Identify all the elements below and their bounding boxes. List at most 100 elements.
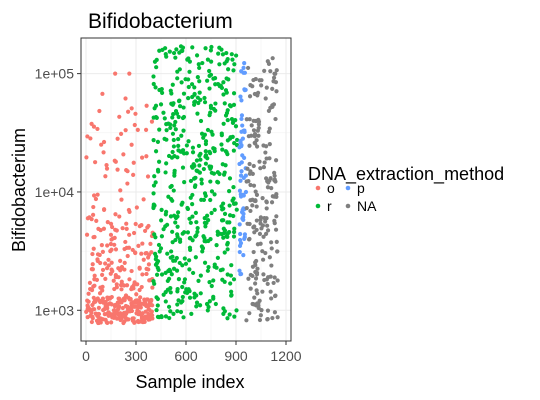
point-na xyxy=(253,189,258,194)
point-r xyxy=(207,68,212,74)
point-r xyxy=(187,59,192,64)
point-r xyxy=(164,122,169,127)
point-r xyxy=(229,292,234,298)
point-r xyxy=(233,118,238,123)
point-r xyxy=(171,101,176,106)
point-r xyxy=(168,122,173,127)
point-o xyxy=(89,287,95,293)
point-r xyxy=(173,127,178,132)
point-r xyxy=(179,80,184,85)
point-na xyxy=(247,311,252,316)
point-r xyxy=(193,210,198,215)
point-o xyxy=(95,252,101,257)
point-r xyxy=(184,143,189,148)
point-na xyxy=(269,296,274,301)
point-r xyxy=(229,289,234,294)
point-o xyxy=(98,300,103,305)
point-na xyxy=(254,288,259,293)
point-r xyxy=(215,229,220,234)
point-r xyxy=(209,189,215,194)
point-r xyxy=(207,299,212,304)
point-r xyxy=(182,280,187,285)
point-p xyxy=(243,189,249,195)
point-na xyxy=(274,239,279,244)
point-na xyxy=(272,275,277,280)
point-na xyxy=(261,234,266,239)
point-o xyxy=(150,285,155,290)
point-na xyxy=(271,75,277,80)
point-r xyxy=(217,62,222,67)
point-o xyxy=(118,311,123,316)
point-na xyxy=(245,65,251,71)
point-o xyxy=(122,267,127,272)
point-na xyxy=(253,281,258,286)
point-o xyxy=(100,296,106,301)
point-r xyxy=(181,315,186,320)
point-p xyxy=(241,206,246,211)
point-o xyxy=(146,262,151,267)
point-r xyxy=(190,192,195,198)
data-points xyxy=(84,44,280,326)
point-o xyxy=(119,266,124,271)
point-r xyxy=(154,307,159,313)
point-o xyxy=(119,287,124,292)
point-o xyxy=(114,316,120,321)
point-r xyxy=(211,106,216,112)
point-na xyxy=(252,224,257,229)
point-r xyxy=(164,54,169,59)
point-r xyxy=(187,258,192,263)
point-o xyxy=(104,163,109,168)
point-r xyxy=(172,170,177,176)
point-o xyxy=(91,204,96,210)
point-o xyxy=(103,302,109,307)
point-na xyxy=(256,117,261,122)
x-tick-label: 1200 xyxy=(270,348,301,364)
point-r xyxy=(212,262,217,267)
point-o xyxy=(147,303,152,308)
point-o xyxy=(129,301,134,306)
point-o xyxy=(125,181,130,186)
point-r xyxy=(197,79,202,84)
point-r xyxy=(200,245,205,251)
point-na xyxy=(271,79,276,84)
point-r xyxy=(170,131,176,136)
point-r xyxy=(177,237,183,242)
point-o xyxy=(95,126,100,132)
point-r xyxy=(227,176,233,181)
point-na xyxy=(248,198,253,203)
point-o xyxy=(134,304,139,309)
point-na xyxy=(270,56,275,61)
legend-items: or p NA xyxy=(315,180,377,214)
point-r xyxy=(187,216,192,221)
point-o xyxy=(96,315,102,320)
point-na xyxy=(261,257,266,262)
point-o xyxy=(137,287,142,293)
point-r xyxy=(233,201,238,206)
point-r xyxy=(152,106,157,111)
x-axis: 0 300 600 900 1200 xyxy=(82,341,302,364)
point-o xyxy=(88,136,93,141)
point-r xyxy=(203,224,208,229)
point-p xyxy=(239,160,244,165)
point-na xyxy=(248,83,253,88)
point-na xyxy=(251,163,256,169)
point-na xyxy=(273,116,278,122)
point-o xyxy=(109,237,114,242)
point-na xyxy=(258,241,263,246)
point-r xyxy=(202,191,208,196)
point-p xyxy=(238,237,243,243)
point-r xyxy=(180,294,185,300)
point-r xyxy=(180,148,186,153)
point-r xyxy=(206,304,211,310)
point-o xyxy=(141,257,146,262)
point-r xyxy=(232,314,237,319)
point-r xyxy=(158,246,164,251)
point-na xyxy=(258,166,263,171)
point-r xyxy=(231,91,237,96)
point-r xyxy=(181,128,186,133)
point-r xyxy=(202,236,207,241)
point-r xyxy=(198,157,203,162)
point-o xyxy=(131,172,136,177)
point-r xyxy=(220,52,226,57)
point-r xyxy=(225,108,230,113)
